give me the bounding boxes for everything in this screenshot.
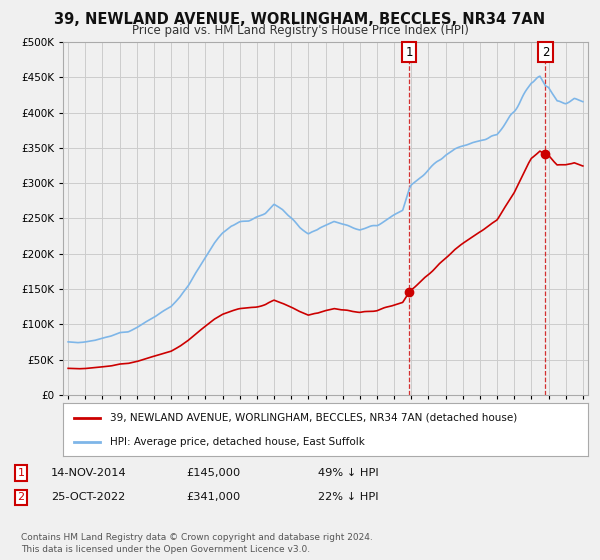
Text: 39, NEWLAND AVENUE, WORLINGHAM, BECCLES, NR34 7AN (detached house): 39, NEWLAND AVENUE, WORLINGHAM, BECCLES,… — [110, 413, 517, 423]
Text: Price paid vs. HM Land Registry's House Price Index (HPI): Price paid vs. HM Land Registry's House … — [131, 24, 469, 36]
Text: 2: 2 — [542, 45, 549, 59]
Text: £145,000: £145,000 — [186, 468, 240, 478]
Text: Contains HM Land Registry data © Crown copyright and database right 2024.
This d: Contains HM Land Registry data © Crown c… — [21, 533, 373, 554]
Text: 14-NOV-2014: 14-NOV-2014 — [51, 468, 127, 478]
Text: 25-OCT-2022: 25-OCT-2022 — [51, 492, 125, 502]
Text: 2: 2 — [17, 492, 25, 502]
Text: 1: 1 — [17, 468, 25, 478]
Text: 39, NEWLAND AVENUE, WORLINGHAM, BECCLES, NR34 7AN: 39, NEWLAND AVENUE, WORLINGHAM, BECCLES,… — [55, 12, 545, 27]
Text: 22% ↓ HPI: 22% ↓ HPI — [318, 492, 379, 502]
Text: HPI: Average price, detached house, East Suffolk: HPI: Average price, detached house, East… — [110, 437, 365, 447]
Text: 1: 1 — [406, 45, 413, 59]
Text: 49% ↓ HPI: 49% ↓ HPI — [318, 468, 379, 478]
Text: £341,000: £341,000 — [186, 492, 240, 502]
